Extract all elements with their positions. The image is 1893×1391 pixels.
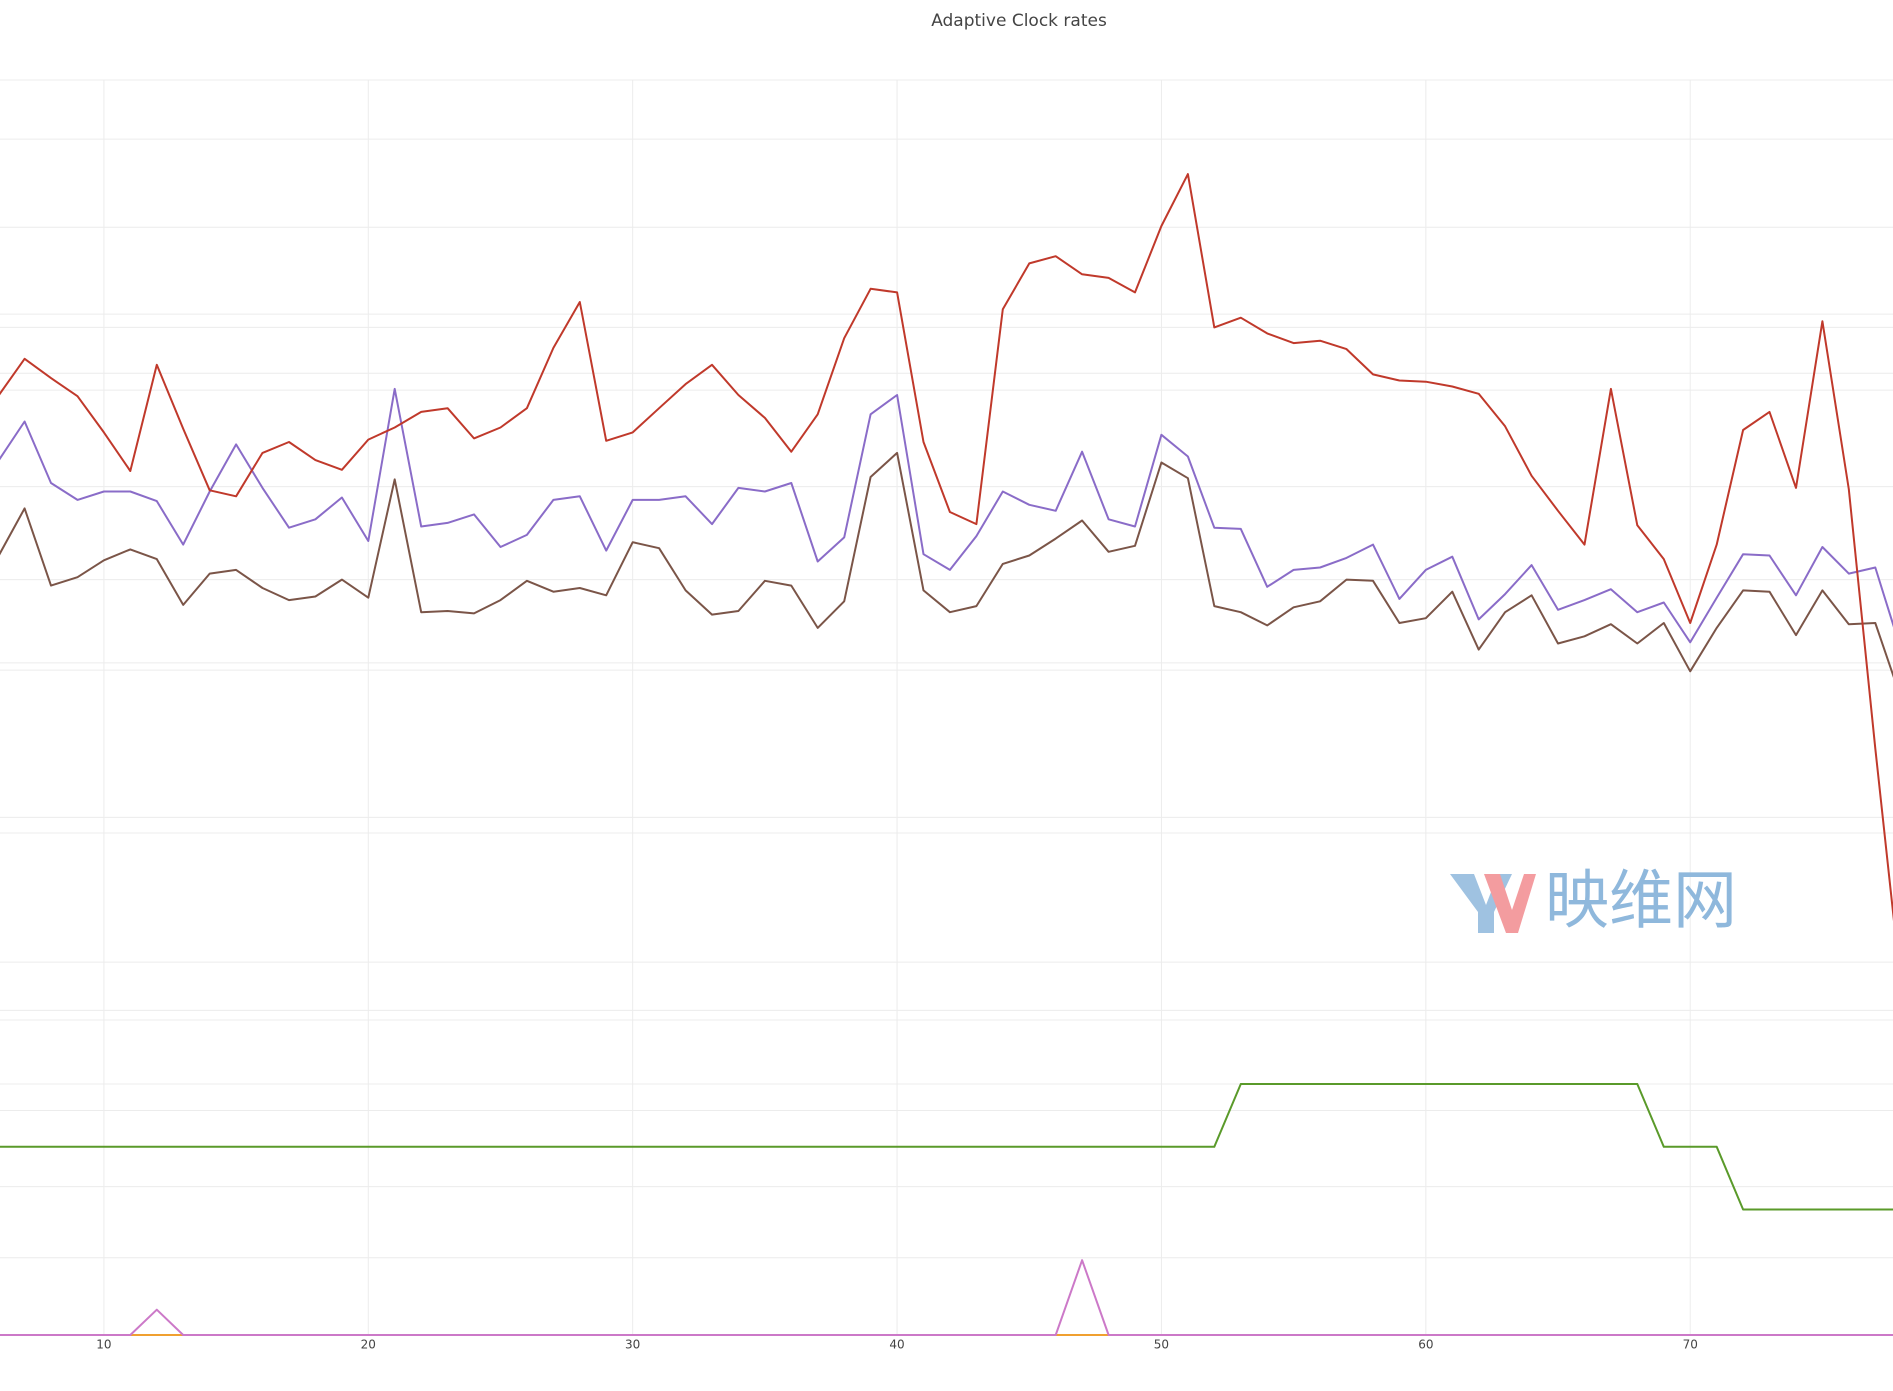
x-tick-label: 50 [1154,1338,1169,1352]
watermark-logo [1450,874,1536,933]
series-line [0,387,1893,644]
watermark: 映维网 [1545,865,1737,939]
x-tick-label: 60 [1418,1338,1433,1352]
chart-title: Adaptive Clock rates [931,11,1107,31]
x-tick-label: 10 [96,1338,111,1352]
x-tick-label: 70 [1683,1338,1698,1352]
x-tick-label: 20 [361,1338,376,1352]
series-line [0,1259,1893,1336]
x-tick-label: 40 [889,1338,904,1352]
series-line [0,451,1893,678]
x-tick-label: 30 [625,1338,640,1352]
series-line [0,173,1893,922]
series-line [0,1083,1893,1211]
